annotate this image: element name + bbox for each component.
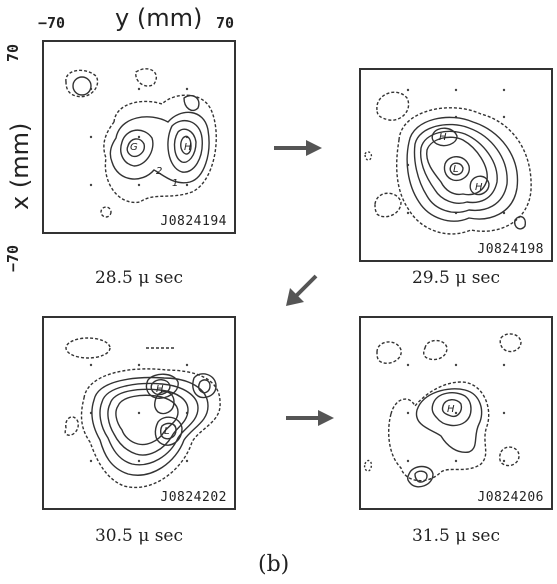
arrow-right-icon: [274, 140, 322, 156]
contour-label: L: [453, 164, 459, 175]
contour-plot-4: H: [363, 333, 522, 488]
arrow-down-left-icon: [286, 274, 318, 306]
arrow-right-icon: [286, 410, 334, 426]
contour-label: 2: [156, 166, 162, 177]
grid-dots: [406, 363, 506, 463]
contour-plot-3: H L: [64, 337, 221, 489]
contour-label: 1: [172, 178, 178, 189]
contour-plot-2: H L H: [364, 88, 532, 235]
y-axis-max-tick: 70: [216, 14, 235, 32]
contour-label: H: [439, 132, 447, 143]
y-axis-min-tick: −70: [38, 14, 66, 32]
time-caption-2: 29.5 μ sec: [411, 268, 500, 288]
figure-label: (b): [258, 552, 290, 577]
y-axis-label: y (mm): [115, 4, 203, 32]
time-caption-3: 30.5 μ sec: [94, 526, 183, 546]
grid-dots: [89, 363, 189, 463]
contour-plot-1: G H 2 1: [65, 68, 217, 218]
contour-label: L: [164, 426, 170, 437]
contour-label: H: [156, 384, 164, 395]
contour-label: G: [130, 142, 138, 153]
x-axis-label: x (mm): [6, 122, 34, 210]
contour-label: H: [184, 142, 192, 153]
contour-label: H: [447, 404, 455, 415]
time-caption-4: 31.5 μ sec: [411, 526, 500, 546]
run-id: J0824202: [159, 490, 228, 505]
contour-panel-1: G H 2 1 J0824194: [42, 40, 236, 234]
contour-panel-3: H L J0824202: [42, 316, 236, 510]
run-id: J0824198: [476, 242, 545, 257]
grid-dots: [89, 87, 189, 187]
run-id: J0824194: [159, 214, 228, 229]
x-axis-min-tick: −70: [4, 244, 22, 272]
x-axis-max-tick: 70: [4, 43, 22, 62]
time-caption-1: 28.5 μ sec: [94, 268, 183, 288]
contour-panel-2: H L H J0824198: [359, 68, 553, 262]
contour-label: H: [475, 182, 483, 193]
contour-panel-4: H J0824206: [359, 316, 553, 510]
run-id: J0824206: [476, 490, 545, 505]
